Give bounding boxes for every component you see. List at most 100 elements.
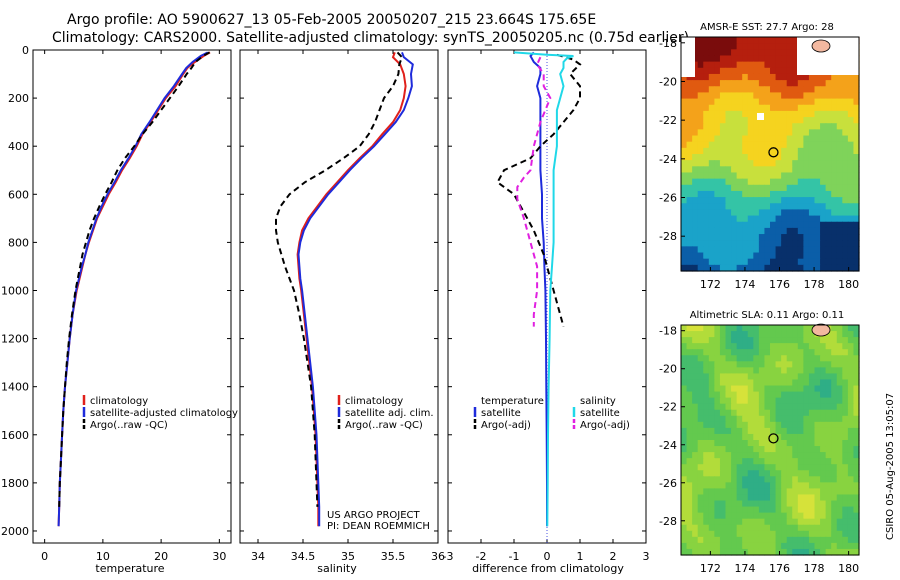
map-cell xyxy=(842,343,849,350)
map-cell xyxy=(747,43,754,50)
map-cell xyxy=(797,325,804,332)
map-cell xyxy=(764,147,771,155)
map-cell xyxy=(792,518,799,526)
map-cell xyxy=(825,409,832,417)
map-cell xyxy=(753,500,760,508)
map-cell xyxy=(692,421,699,429)
map-cell xyxy=(836,488,843,496)
map-cell xyxy=(847,209,855,217)
map-cell xyxy=(719,117,727,124)
map-cell xyxy=(742,331,749,338)
map-cell xyxy=(692,203,699,211)
map-cell xyxy=(686,458,693,465)
map-cell xyxy=(714,172,721,180)
map-cell xyxy=(803,73,810,81)
map-cell xyxy=(703,415,710,423)
map-cell xyxy=(775,98,782,106)
map-cell xyxy=(775,184,782,192)
map-cell xyxy=(736,49,743,57)
map-cell xyxy=(719,203,727,211)
map-cell xyxy=(781,421,788,429)
map-cell xyxy=(681,264,688,272)
map-cell xyxy=(792,506,799,514)
map-cell xyxy=(770,464,777,471)
map-cell xyxy=(703,264,710,272)
map-cell xyxy=(697,421,704,429)
map-cell xyxy=(725,415,732,423)
map-cell xyxy=(808,500,816,508)
map-cell xyxy=(781,264,788,272)
map-cell xyxy=(725,530,732,538)
map-cell xyxy=(697,494,704,502)
map-cell xyxy=(836,355,843,362)
map-cell xyxy=(814,391,821,399)
map-cell xyxy=(708,61,715,69)
map-cell xyxy=(803,488,810,496)
map-cell xyxy=(731,67,738,75)
map-cell xyxy=(781,427,788,435)
map-cell xyxy=(686,190,693,198)
map-cell xyxy=(808,86,816,94)
map-cell xyxy=(758,337,766,344)
map-cell xyxy=(770,343,777,350)
map-cell xyxy=(831,470,838,477)
map-cell xyxy=(708,37,715,44)
map-cell xyxy=(742,488,749,496)
map-cell xyxy=(686,415,693,423)
map-cell xyxy=(708,49,715,57)
map-cell xyxy=(820,464,827,471)
map-cell xyxy=(836,234,843,241)
map-cell xyxy=(686,440,693,447)
map-cell xyxy=(803,166,810,174)
map-cell xyxy=(697,117,704,124)
map-cell xyxy=(719,331,727,338)
map-cell xyxy=(742,470,749,477)
map-cell xyxy=(736,234,743,241)
map-cell xyxy=(681,197,688,204)
map-cell xyxy=(714,409,721,417)
map-cell xyxy=(808,548,816,556)
map-cell xyxy=(770,415,777,423)
map-cell xyxy=(736,92,743,100)
map-cell xyxy=(714,264,721,272)
map-cell xyxy=(853,379,860,387)
map-cell xyxy=(758,37,766,44)
map-cell xyxy=(808,209,816,217)
map-cell xyxy=(714,427,721,435)
map-cell xyxy=(781,129,788,137)
map-cell xyxy=(731,518,738,526)
map-cell xyxy=(719,361,727,368)
map-cell xyxy=(703,421,710,429)
map-cell xyxy=(697,135,704,143)
map-cell xyxy=(836,421,843,429)
map-cell xyxy=(808,482,816,490)
map-cell xyxy=(781,385,788,393)
map-cell xyxy=(786,43,793,50)
map-cell xyxy=(792,331,799,338)
map-cell xyxy=(792,154,799,161)
map-cell xyxy=(758,86,766,94)
map-cell xyxy=(792,104,799,112)
map-cell xyxy=(681,415,688,423)
map-cell xyxy=(725,433,732,441)
map-cell xyxy=(820,506,827,514)
map-cell xyxy=(786,421,793,429)
map-cell xyxy=(808,246,816,254)
map-cell xyxy=(764,440,771,447)
map-cell xyxy=(770,391,777,399)
map-cell xyxy=(853,343,860,350)
map-cell xyxy=(681,548,688,556)
map-cell xyxy=(803,458,810,465)
map-cell xyxy=(814,246,821,254)
map-cell xyxy=(797,147,804,155)
map-cell xyxy=(742,178,749,186)
map-cell xyxy=(764,391,771,399)
map-cell xyxy=(758,506,766,514)
map-cell xyxy=(686,172,693,180)
map-cell xyxy=(703,37,710,44)
map-cell xyxy=(831,512,838,520)
map-cell xyxy=(736,135,743,143)
map-cell xyxy=(803,530,810,538)
map-cell xyxy=(736,385,743,393)
map-cell xyxy=(775,397,782,405)
